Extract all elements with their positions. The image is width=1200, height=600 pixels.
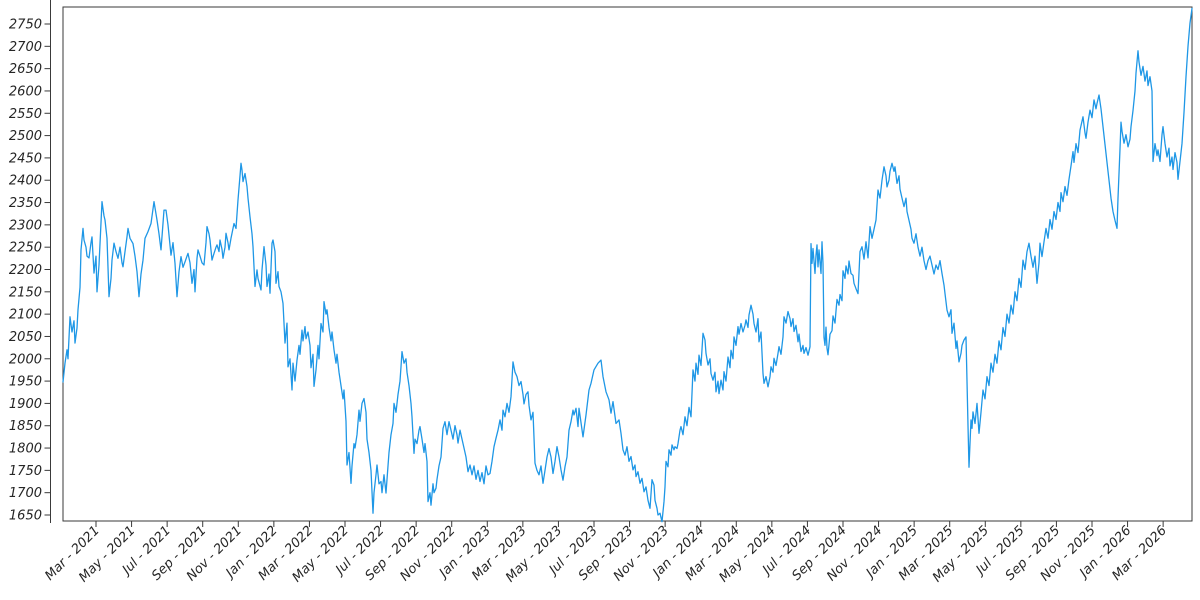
y-tick-label: 2400 bbox=[9, 174, 42, 189]
y-tick-label: 1950 bbox=[9, 375, 42, 390]
y-tick-label: 2150 bbox=[9, 285, 42, 300]
y-tick-label: 2650 bbox=[9, 62, 42, 77]
y-tick-label: 2500 bbox=[9, 129, 42, 144]
y-tick-label: 2550 bbox=[9, 107, 42, 122]
y-tick-label: 2100 bbox=[9, 308, 42, 323]
y-tick-label: 2350 bbox=[9, 196, 42, 211]
y-tick-label: 2200 bbox=[9, 263, 42, 278]
plot-border bbox=[62, 6, 1193, 522]
y-tick-label: 1900 bbox=[9, 397, 42, 412]
y-tick-label: 2250 bbox=[9, 241, 42, 256]
y-tick-label: 1650 bbox=[9, 509, 42, 524]
price-line bbox=[62, 7, 1193, 523]
y-tick-label: 2700 bbox=[9, 40, 42, 55]
y-tick-label: 2450 bbox=[9, 151, 42, 166]
y-tick-label: 2050 bbox=[9, 330, 42, 345]
y-tick-label: 2750 bbox=[9, 18, 42, 33]
y-tick-label: 1850 bbox=[9, 419, 42, 434]
y-tick-label: 2000 bbox=[9, 352, 42, 367]
y-tick-label: 2300 bbox=[9, 218, 42, 233]
y-tick-label: 1800 bbox=[9, 442, 42, 457]
y-tick-label: 1750 bbox=[9, 464, 42, 479]
y-tick-label: 1700 bbox=[9, 486, 42, 501]
y-tick-label: 2600 bbox=[9, 84, 42, 99]
